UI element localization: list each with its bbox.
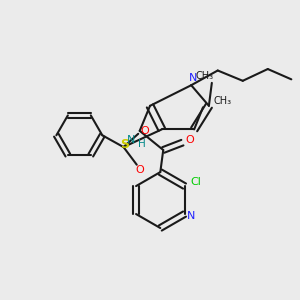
Text: CH₃: CH₃ [213, 96, 231, 106]
Text: S: S [121, 138, 130, 151]
Text: N: N [188, 73, 197, 83]
Text: H: H [138, 139, 146, 149]
Text: O: O [185, 135, 194, 145]
Text: O: O [135, 165, 144, 175]
Text: CH₃: CH₃ [195, 71, 214, 81]
Text: N: N [127, 135, 136, 145]
Text: O: O [140, 126, 149, 136]
Text: Cl: Cl [191, 177, 202, 187]
Text: N: N [187, 211, 195, 220]
